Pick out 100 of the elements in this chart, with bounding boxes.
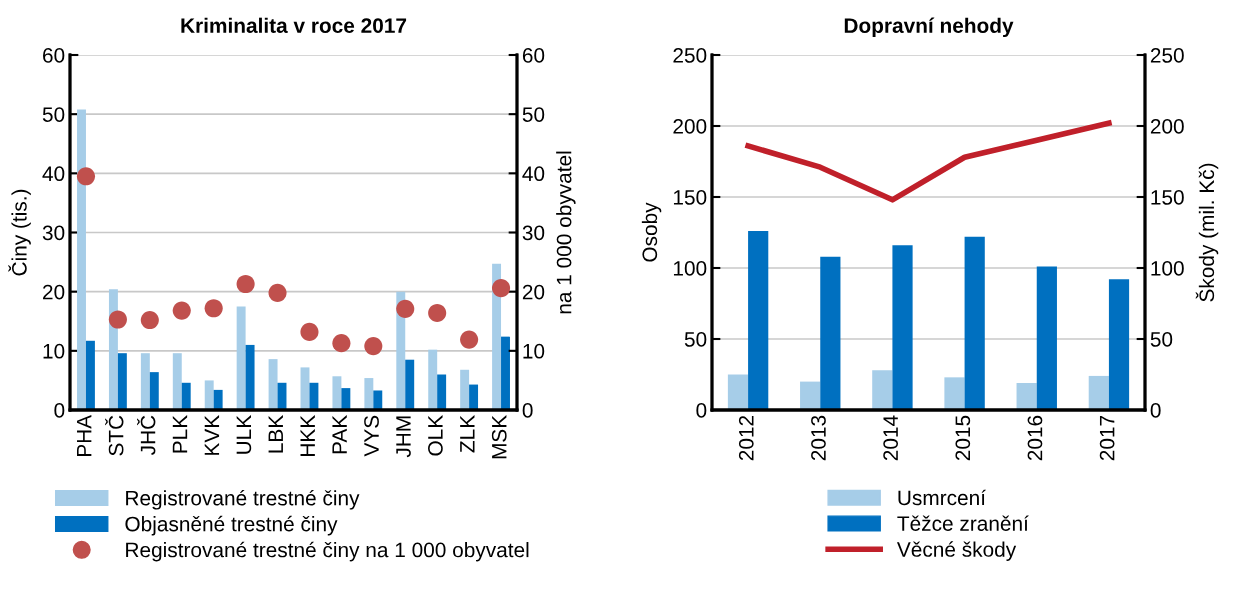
y-axis-title: Osoby bbox=[641, 202, 662, 262]
point bbox=[396, 299, 415, 318]
bar bbox=[460, 369, 470, 410]
legend-label: Těžce zranění bbox=[897, 515, 1029, 531]
x-tick-label: ULK bbox=[236, 415, 252, 454]
bar bbox=[149, 372, 159, 410]
legend-label: Věcné škody bbox=[896, 541, 1017, 561]
y-tick-label: 30 bbox=[42, 225, 65, 241]
legend-label: Objasněné trestné činy bbox=[125, 515, 338, 536]
bar bbox=[501, 336, 510, 410]
y-axis-title: Činy (tis.) bbox=[8, 189, 31, 276]
y2-axis-title: na 1 000 obyvatel bbox=[556, 151, 576, 314]
legend-label: Registrované trestné činy na 1 000 obyvatel bbox=[126, 541, 529, 562]
y2-tick-label: 50 bbox=[522, 107, 545, 122]
bar bbox=[332, 376, 342, 410]
y-tick-label: 100 bbox=[673, 261, 707, 276]
x-tick-label: PHA bbox=[77, 414, 92, 456]
point bbox=[140, 311, 159, 330]
bar bbox=[964, 236, 985, 410]
point bbox=[460, 330, 479, 349]
x-tick-label: JHČ bbox=[137, 415, 156, 456]
bar bbox=[469, 384, 479, 410]
point bbox=[204, 299, 223, 318]
bar bbox=[428, 349, 438, 410]
point bbox=[108, 310, 127, 329]
x-tick-label: OLK bbox=[428, 415, 443, 456]
point bbox=[268, 283, 287, 302]
point bbox=[172, 301, 191, 320]
point bbox=[76, 167, 96, 186]
y-tick-label: 60 bbox=[43, 48, 65, 63]
bar bbox=[820, 256, 841, 410]
bar bbox=[77, 109, 86, 410]
y-tick-label: 10 bbox=[43, 343, 65, 359]
y2-tick-label: 40 bbox=[522, 166, 545, 182]
y-tick-label: 0 bbox=[54, 403, 65, 418]
bar bbox=[437, 374, 447, 410]
bar bbox=[727, 374, 749, 410]
point bbox=[491, 279, 511, 298]
y-tick-label: 40 bbox=[42, 166, 65, 182]
y2-tick-label: 10 bbox=[523, 343, 545, 359]
y2-tick-label: 30 bbox=[522, 225, 545, 241]
x-tick-label: 2015 bbox=[955, 415, 971, 461]
y2-tick-label: 200 bbox=[1150, 119, 1184, 134]
bar bbox=[1088, 375, 1109, 410]
bar bbox=[85, 340, 95, 410]
y2-tick-label: 50 bbox=[1150, 332, 1173, 347]
bar bbox=[245, 344, 255, 410]
y2-tick-label: 60 bbox=[522, 48, 545, 63]
chart-title: Dopravní nehody bbox=[844, 17, 1014, 38]
bar bbox=[341, 388, 351, 410]
y-tick-label: 50 bbox=[684, 332, 707, 347]
bar bbox=[373, 390, 383, 410]
y-tick-label: 200 bbox=[673, 119, 707, 134]
bar bbox=[204, 380, 214, 410]
y-tick-label: 50 bbox=[42, 107, 65, 122]
chart-title: Kriminalita v roce 2017 bbox=[181, 17, 407, 33]
x-tick-label: VYS bbox=[364, 415, 379, 457]
point bbox=[300, 322, 319, 341]
x-tick-label: KVK bbox=[204, 415, 220, 455]
x-tick-label: PLK bbox=[172, 415, 188, 453]
y2-tick-label: 20 bbox=[522, 284, 545, 300]
point bbox=[364, 337, 383, 356]
bar bbox=[892, 245, 913, 410]
point bbox=[236, 274, 255, 294]
y2-axis-title: Škody (mil. Kč) bbox=[1195, 163, 1219, 302]
point bbox=[332, 334, 351, 353]
y2-tick-label: 150 bbox=[1151, 190, 1184, 205]
x-tick-label: LBK bbox=[268, 415, 283, 453]
x-tick-label: HKK bbox=[300, 415, 315, 456]
x-tick-label: 2017 bbox=[1099, 415, 1115, 461]
bar bbox=[364, 378, 374, 410]
x-tick-label: ZLK bbox=[460, 415, 475, 453]
bar bbox=[405, 359, 415, 410]
x-tick-label: PAK bbox=[332, 415, 347, 454]
x-tick-label: MSK bbox=[491, 415, 507, 459]
bar bbox=[117, 353, 127, 410]
y2-tick-label: 250 bbox=[1150, 48, 1184, 63]
x-tick-label: 2016 bbox=[1027, 415, 1043, 461]
bar bbox=[236, 306, 246, 410]
bar bbox=[1108, 279, 1130, 410]
x-tick-label: STČ bbox=[105, 415, 124, 456]
legend-label: Registrované trestné činy bbox=[126, 489, 360, 510]
x-tick-label: 2014 bbox=[883, 415, 899, 461]
bar bbox=[748, 231, 769, 410]
legend-label: Usmrcení bbox=[898, 489, 986, 506]
bar bbox=[872, 370, 893, 410]
bar bbox=[181, 382, 191, 410]
x-tick-label: 2012 bbox=[738, 415, 754, 461]
y2-tick-label: 100 bbox=[1151, 261, 1184, 276]
bar bbox=[1016, 383, 1037, 410]
bar bbox=[172, 353, 182, 410]
bar bbox=[213, 389, 223, 410]
bar bbox=[140, 353, 150, 410]
y-tick-label: 150 bbox=[673, 190, 707, 205]
y-tick-label: 250 bbox=[673, 48, 707, 63]
bar bbox=[268, 359, 278, 410]
point bbox=[428, 303, 447, 323]
bar bbox=[492, 263, 502, 410]
y-tick-label: 0 bbox=[696, 403, 707, 418]
y-tick-label: 20 bbox=[43, 284, 65, 300]
